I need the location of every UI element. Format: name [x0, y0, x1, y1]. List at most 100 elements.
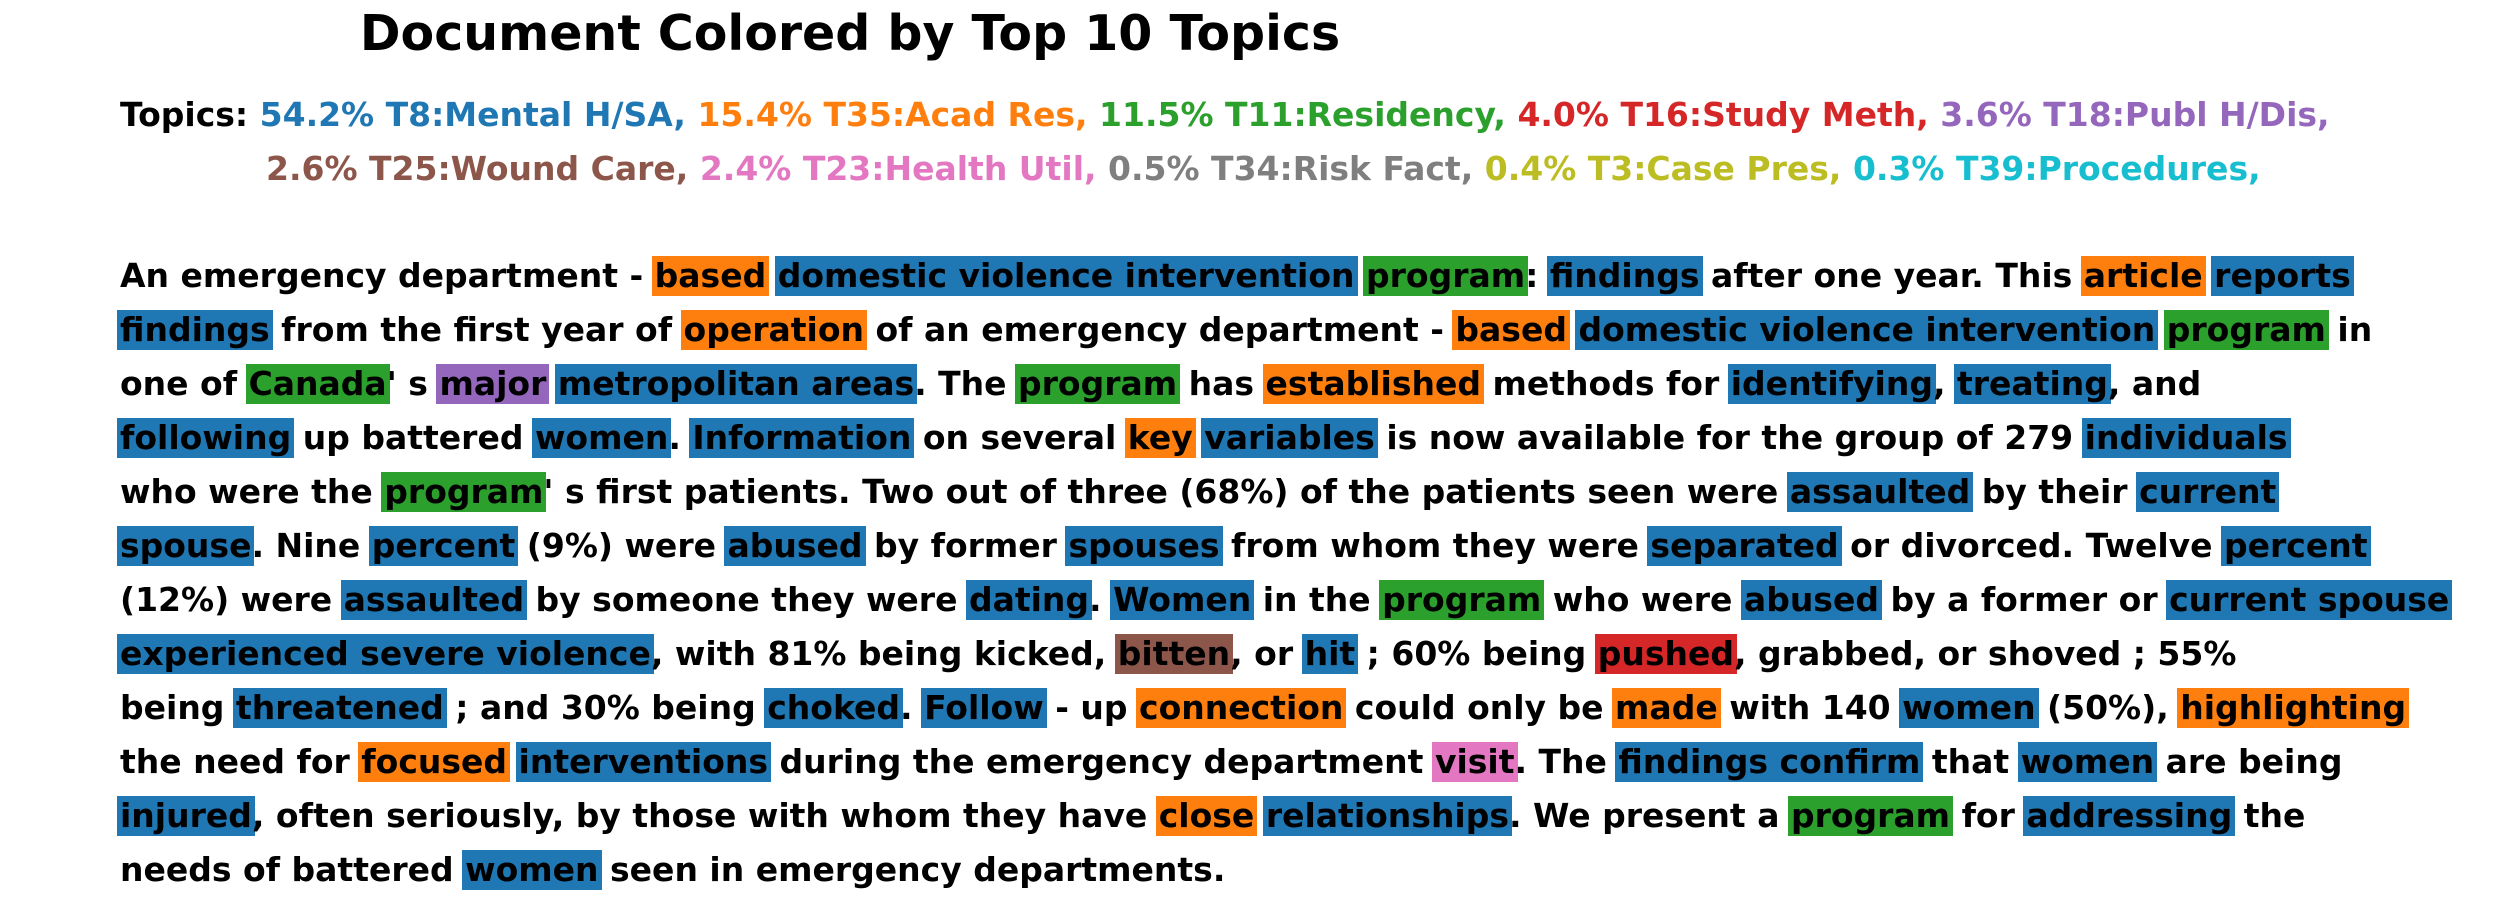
highlighted-term-t35: article — [2080, 256, 2206, 296]
topics-legend-line-1: Topics: 54.2% T8:Mental H/SA, 15.4% T35:… — [120, 88, 2330, 142]
highlighted-term-t8: women — [531, 418, 672, 458]
plain-text: ; 60% being — [1355, 634, 1598, 673]
document-line: experienced severe violence, with 81% be… — [117, 627, 2449, 681]
highlighted-term-t8: women — [2017, 742, 2158, 782]
highlighted-term-t8: Information — [689, 418, 915, 458]
highlighted-term-t8: individuals — [2081, 418, 2291, 458]
plain-text: that — [1920, 742, 2021, 781]
plain-text: ' s — [386, 364, 440, 403]
plain-text: one of — [120, 364, 249, 403]
plain-text: , and — [2107, 364, 2202, 403]
plain-text: . We present a — [1509, 796, 1791, 835]
highlighted-term-t11: program — [2163, 310, 2329, 350]
highlighted-term-t8: metropolitan areas — [554, 364, 918, 404]
highlighted-term-t8: domestic violence intervention — [774, 256, 1358, 296]
plain-text: in the — [1251, 580, 1383, 619]
highlighted-term-t8: injured — [117, 796, 255, 836]
topic-t11: 11.5% T11:Residency, — [1099, 95, 1506, 134]
plain-text: by their — [1970, 472, 2140, 511]
highlighted-term-t35: made — [1612, 688, 1721, 728]
topic-t23: 2.4% T23:Health Util, — [699, 149, 1097, 188]
highlighted-term-t8: treating — [1953, 364, 2111, 404]
plain-text: by former — [862, 526, 1069, 565]
plain-text: with 140 — [1717, 688, 1903, 727]
highlighted-term-t8: interventions — [515, 742, 772, 782]
plain-text: (12%) were — [120, 580, 344, 619]
highlighted-term-t35: established — [1262, 364, 1484, 404]
highlighted-term-t35: close — [1155, 796, 1258, 836]
highlighted-term-t8: assaulted — [340, 580, 528, 620]
highlighted-term-t8: assaulted — [1786, 472, 1974, 512]
highlighted-term-t8: findings — [1546, 256, 1703, 296]
highlighted-term-t8: current — [2136, 472, 2280, 512]
topic-t3: 0.4% T3:Case Pres, — [1484, 149, 1842, 188]
highlighted-term-t8: dating — [965, 580, 1093, 620]
highlighted-term-t11: program — [1787, 796, 1954, 836]
highlighted-term-t8: variables — [1201, 418, 1378, 458]
plain-text: ' s first patients. Two out of three (68… — [543, 472, 1790, 511]
plain-text: , — [1932, 364, 1957, 403]
highlighted-term-t8: reports — [2211, 256, 2354, 296]
highlighted-term-t35: focused — [358, 742, 511, 782]
plain-text: who were the — [120, 472, 385, 511]
plain-text: methods for — [1481, 364, 1731, 403]
highlighted-term-t8: women — [462, 850, 602, 890]
document-line: being threatened ; and 30% being choked.… — [120, 681, 2449, 735]
topics-legend-line-2: 2.6% T25:Wound Care, 2.4% T23:Health Uti… — [120, 142, 2330, 196]
plain-text: after one year. This — [1699, 256, 2084, 295]
document-line: injured, often seriously, by those with … — [117, 789, 2449, 843]
topic-t16: 4.0% T16:Study Meth, — [1517, 95, 1929, 134]
plain-text: from the first year of — [269, 310, 684, 349]
highlighted-term-t35: highlighting — [2177, 688, 2410, 728]
highlighted-term-t8: addressing — [2023, 796, 2236, 836]
plain-text: who were — [1541, 580, 1744, 619]
plain-text: or divorced. Twelve — [1838, 526, 2225, 565]
highlighted-term-t8: spouse — [117, 526, 255, 566]
plain-text: : — [1525, 256, 1550, 295]
document-line: (12%) were assaulted by someone they wer… — [120, 573, 2453, 627]
highlighted-term-t11: program — [1363, 256, 1529, 296]
document-line: the need for focused interventions durin… — [120, 735, 2449, 789]
highlighted-term-t8: relationships — [1262, 796, 1513, 836]
plain-text: . The — [914, 364, 1019, 403]
highlighted-term-t8: percent — [2221, 526, 2371, 566]
plain-text: from whom they were — [1219, 526, 1651, 565]
highlighted-term-t8: Women — [1110, 580, 1255, 620]
plain-text: . Nine — [251, 526, 372, 565]
plain-text: (50%), — [2035, 688, 2181, 727]
highlighted-term-t35: based — [1452, 310, 1570, 350]
highlighted-term-t11: program — [1379, 580, 1545, 620]
topic-t18: 3.6% T18:Publ H/Dis, — [1940, 95, 2330, 134]
highlighted-term-t23: visit — [1431, 742, 1518, 782]
highlighted-term-t18: major — [436, 364, 550, 404]
highlighted-term-t8: following — [117, 418, 295, 458]
plain-text: - up — [1043, 688, 1140, 727]
topic-t8: 54.2% T8:Mental H/SA, — [259, 95, 686, 134]
highlighted-term-t8: hit — [1301, 634, 1359, 674]
plain-text: the — [2232, 796, 2306, 835]
highlighted-term-t8: abused — [724, 526, 866, 566]
highlighted-term-t8: separated — [1647, 526, 1842, 566]
highlighted-term-t8: abused — [1740, 580, 1882, 620]
plain-text: An emergency department - — [120, 256, 655, 295]
plain-text: ; and 30% being — [443, 688, 768, 727]
document-line: findings from the first year of operatio… — [117, 303, 2449, 357]
highlighted-term-t8: women — [1899, 688, 2039, 728]
highlighted-term-t35: key — [1124, 418, 1196, 458]
plain-text: of an emergency department - — [864, 310, 1456, 349]
document-line: who were the program' s first patients. … — [120, 465, 2449, 519]
document-line: An emergency department - based domestic… — [120, 249, 2449, 303]
highlighted-term-t11: Canada — [245, 364, 390, 404]
highlighted-term-t8: spouses — [1065, 526, 1223, 566]
plain-text: on several — [911, 418, 1128, 457]
document-line: needs of battered women seen in emergenc… — [120, 843, 2449, 897]
highlighted-term-t16: pushed — [1594, 634, 1738, 674]
plain-text: , grabbed, or shoved ; 55% — [1734, 634, 2237, 673]
plain-text: has — [1177, 364, 1266, 403]
plain-text: seen in emergency departments. — [598, 850, 1226, 889]
plain-text: needs of battered — [120, 850, 466, 889]
plain-text: for — [1950, 796, 2027, 835]
document-line: spouse. Nine percent (9%) were abused by… — [117, 519, 2449, 573]
highlighted-term-t35: operation — [680, 310, 868, 350]
highlighted-term-t8: current spouse — [2166, 580, 2453, 620]
